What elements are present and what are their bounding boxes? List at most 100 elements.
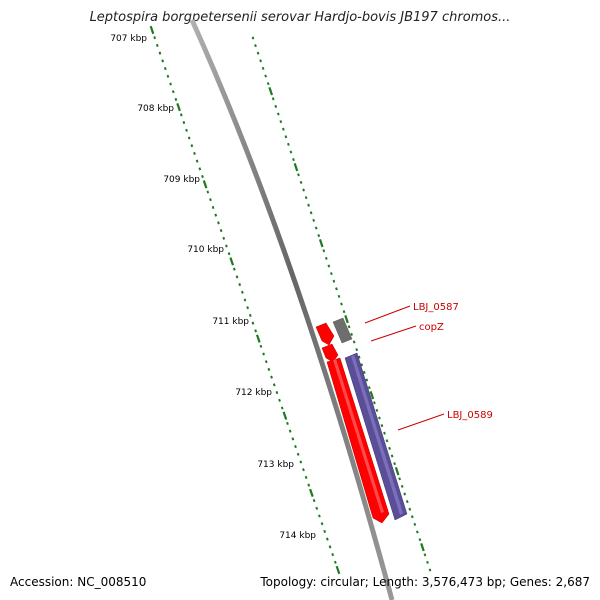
ruler-minor-tick bbox=[261, 66, 265, 70]
ruler-minor-tick bbox=[274, 104, 278, 108]
tick-label: 707 kbp bbox=[110, 34, 147, 44]
ruler-minor-tick bbox=[415, 530, 419, 534]
gene-label-lbj-0589[interactable]: LBJ_0589 bbox=[447, 410, 493, 421]
ruler-minor-tick bbox=[288, 429, 292, 433]
ruler-minor-tick bbox=[267, 367, 271, 372]
ruler-minor-tick bbox=[270, 375, 273, 379]
ruler-minor-tick bbox=[264, 74, 268, 78]
ruler-minor-tick bbox=[275, 390, 279, 395]
ruler-minor-tick bbox=[248, 313, 252, 318]
ruler-minor-tick bbox=[302, 468, 305, 472]
ruler-minor-tick bbox=[400, 484, 404, 488]
ruler-minor-tick bbox=[240, 290, 244, 294]
ruler-minor-tick bbox=[309, 211, 313, 215]
ruler-minor-tick bbox=[405, 500, 409, 504]
tick-label: 708 kbp bbox=[137, 104, 174, 114]
ruler-minor-tick bbox=[426, 560, 429, 564]
gene-copz[interactable] bbox=[321, 343, 339, 363]
ruler-minor-tick bbox=[335, 287, 338, 291]
ruler-minor-tick bbox=[423, 553, 427, 557]
ruler-minor-tick bbox=[296, 452, 300, 456]
ruler-minor-tick bbox=[251, 36, 255, 40]
ruler-minor-tick bbox=[365, 378, 369, 382]
ruler-minor-tick bbox=[225, 244, 228, 248]
gene-label-copz[interactable]: copZ bbox=[419, 322, 444, 333]
ruler-minor-tick bbox=[312, 498, 316, 503]
ruler-minor-tick bbox=[271, 97, 275, 101]
ruler-minor-tick bbox=[209, 198, 212, 202]
ruler-major-tick bbox=[369, 391, 375, 400]
ruler-minor-tick bbox=[289, 150, 293, 154]
ruler-minor-tick bbox=[378, 416, 381, 420]
gene-red-large-highlight bbox=[333, 359, 384, 513]
ruler-minor-tick bbox=[219, 228, 223, 233]
gene-label-lbj-0587[interactable]: LBJ_0587 bbox=[413, 302, 459, 313]
ruler-major-tick bbox=[344, 315, 349, 324]
ruler-minor-tick bbox=[318, 514, 321, 518]
ruler-minor-tick bbox=[307, 203, 310, 207]
ruler-major-tick bbox=[229, 257, 235, 266]
ruler-minor-tick bbox=[174, 97, 178, 102]
ruler-minor-tick bbox=[315, 506, 319, 510]
ruler-minor-tick bbox=[362, 370, 366, 374]
ruler-minor-tick bbox=[352, 340, 356, 344]
ruler-minor-tick bbox=[324, 256, 328, 260]
ruler-minor-tick bbox=[266, 82, 270, 86]
right-ruler bbox=[251, 36, 432, 572]
ruler-minor-tick bbox=[323, 529, 327, 534]
ruler-minor-tick bbox=[403, 492, 407, 496]
tick-label: 709 kbp bbox=[163, 175, 200, 185]
ruler-minor-tick bbox=[206, 190, 210, 194]
ruler-minor-tick bbox=[297, 173, 300, 177]
ruler-minor-tick bbox=[390, 454, 394, 458]
ruler-minor-tick bbox=[380, 424, 384, 428]
ruler-minor-tick bbox=[214, 213, 218, 217]
ruler-minor-tick bbox=[227, 252, 231, 256]
gene-lbj-0587[interactable] bbox=[332, 317, 353, 344]
ruler-minor-tick bbox=[238, 282, 242, 287]
gene-features bbox=[315, 317, 408, 524]
ruler-minor-tick bbox=[179, 113, 183, 117]
tick-label: 712 kbp bbox=[235, 388, 272, 398]
ruler-minor-tick bbox=[278, 398, 281, 402]
ruler-major-tick bbox=[318, 239, 324, 248]
gene-red-small-1[interactable] bbox=[315, 322, 335, 346]
ruler-minor-tick bbox=[299, 460, 303, 464]
ruler-minor-tick bbox=[153, 36, 157, 40]
ruler-minor-tick bbox=[410, 515, 414, 519]
ruler-minor-tick bbox=[388, 446, 391, 450]
tick-label: 710 kbp bbox=[187, 245, 224, 255]
ruler-minor-tick bbox=[393, 462, 396, 466]
ruler-minor-tick bbox=[235, 275, 239, 279]
ruler-minor-tick bbox=[325, 537, 329, 541]
ruler-minor-tick bbox=[195, 159, 199, 163]
ruler-major-tick bbox=[149, 25, 155, 35]
chromosome-backbone bbox=[189, 18, 395, 600]
ruler-minor-tick bbox=[259, 59, 262, 63]
ruler-minor-tick bbox=[428, 568, 432, 572]
ruler-minor-tick bbox=[254, 44, 257, 48]
ruler-minor-tick bbox=[287, 142, 290, 146]
ruler-minor-tick bbox=[340, 302, 343, 306]
ruler-minor-tick bbox=[166, 74, 170, 78]
ruler-minor-tick bbox=[280, 406, 284, 410]
ruler-major-tick bbox=[420, 543, 425, 552]
ruler-minor-tick bbox=[163, 66, 167, 71]
ruler-minor-tick bbox=[367, 386, 371, 390]
ruler-minor-tick bbox=[182, 120, 186, 125]
ruler-minor-tick bbox=[292, 158, 295, 162]
ruler-minor-tick bbox=[158, 51, 162, 55]
ruler-minor-tick bbox=[373, 401, 376, 405]
ruler-minor-tick bbox=[337, 294, 341, 298]
ruler-minor-tick bbox=[281, 127, 285, 131]
ruler-minor-tick bbox=[360, 363, 364, 367]
ruler-minor-tick bbox=[185, 128, 188, 132]
ruler-minor-tick bbox=[161, 59, 165, 63]
ruler-minor-tick bbox=[256, 51, 260, 55]
ruler-minor-tick bbox=[284, 135, 288, 139]
ruler-minor-tick bbox=[342, 310, 346, 314]
ruler-minor-tick bbox=[350, 332, 353, 336]
ruler-major-tick bbox=[255, 334, 261, 343]
ruler-minor-tick bbox=[243, 298, 247, 302]
gene-label-lines bbox=[364, 305, 445, 431]
